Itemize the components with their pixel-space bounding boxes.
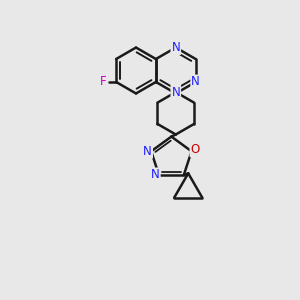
Text: N: N [171, 41, 180, 54]
Text: N: N [143, 145, 152, 158]
Text: O: O [190, 143, 200, 156]
Text: N: N [191, 76, 200, 88]
Text: N: N [171, 85, 180, 99]
Text: N: N [151, 169, 160, 182]
Text: F: F [100, 76, 106, 88]
